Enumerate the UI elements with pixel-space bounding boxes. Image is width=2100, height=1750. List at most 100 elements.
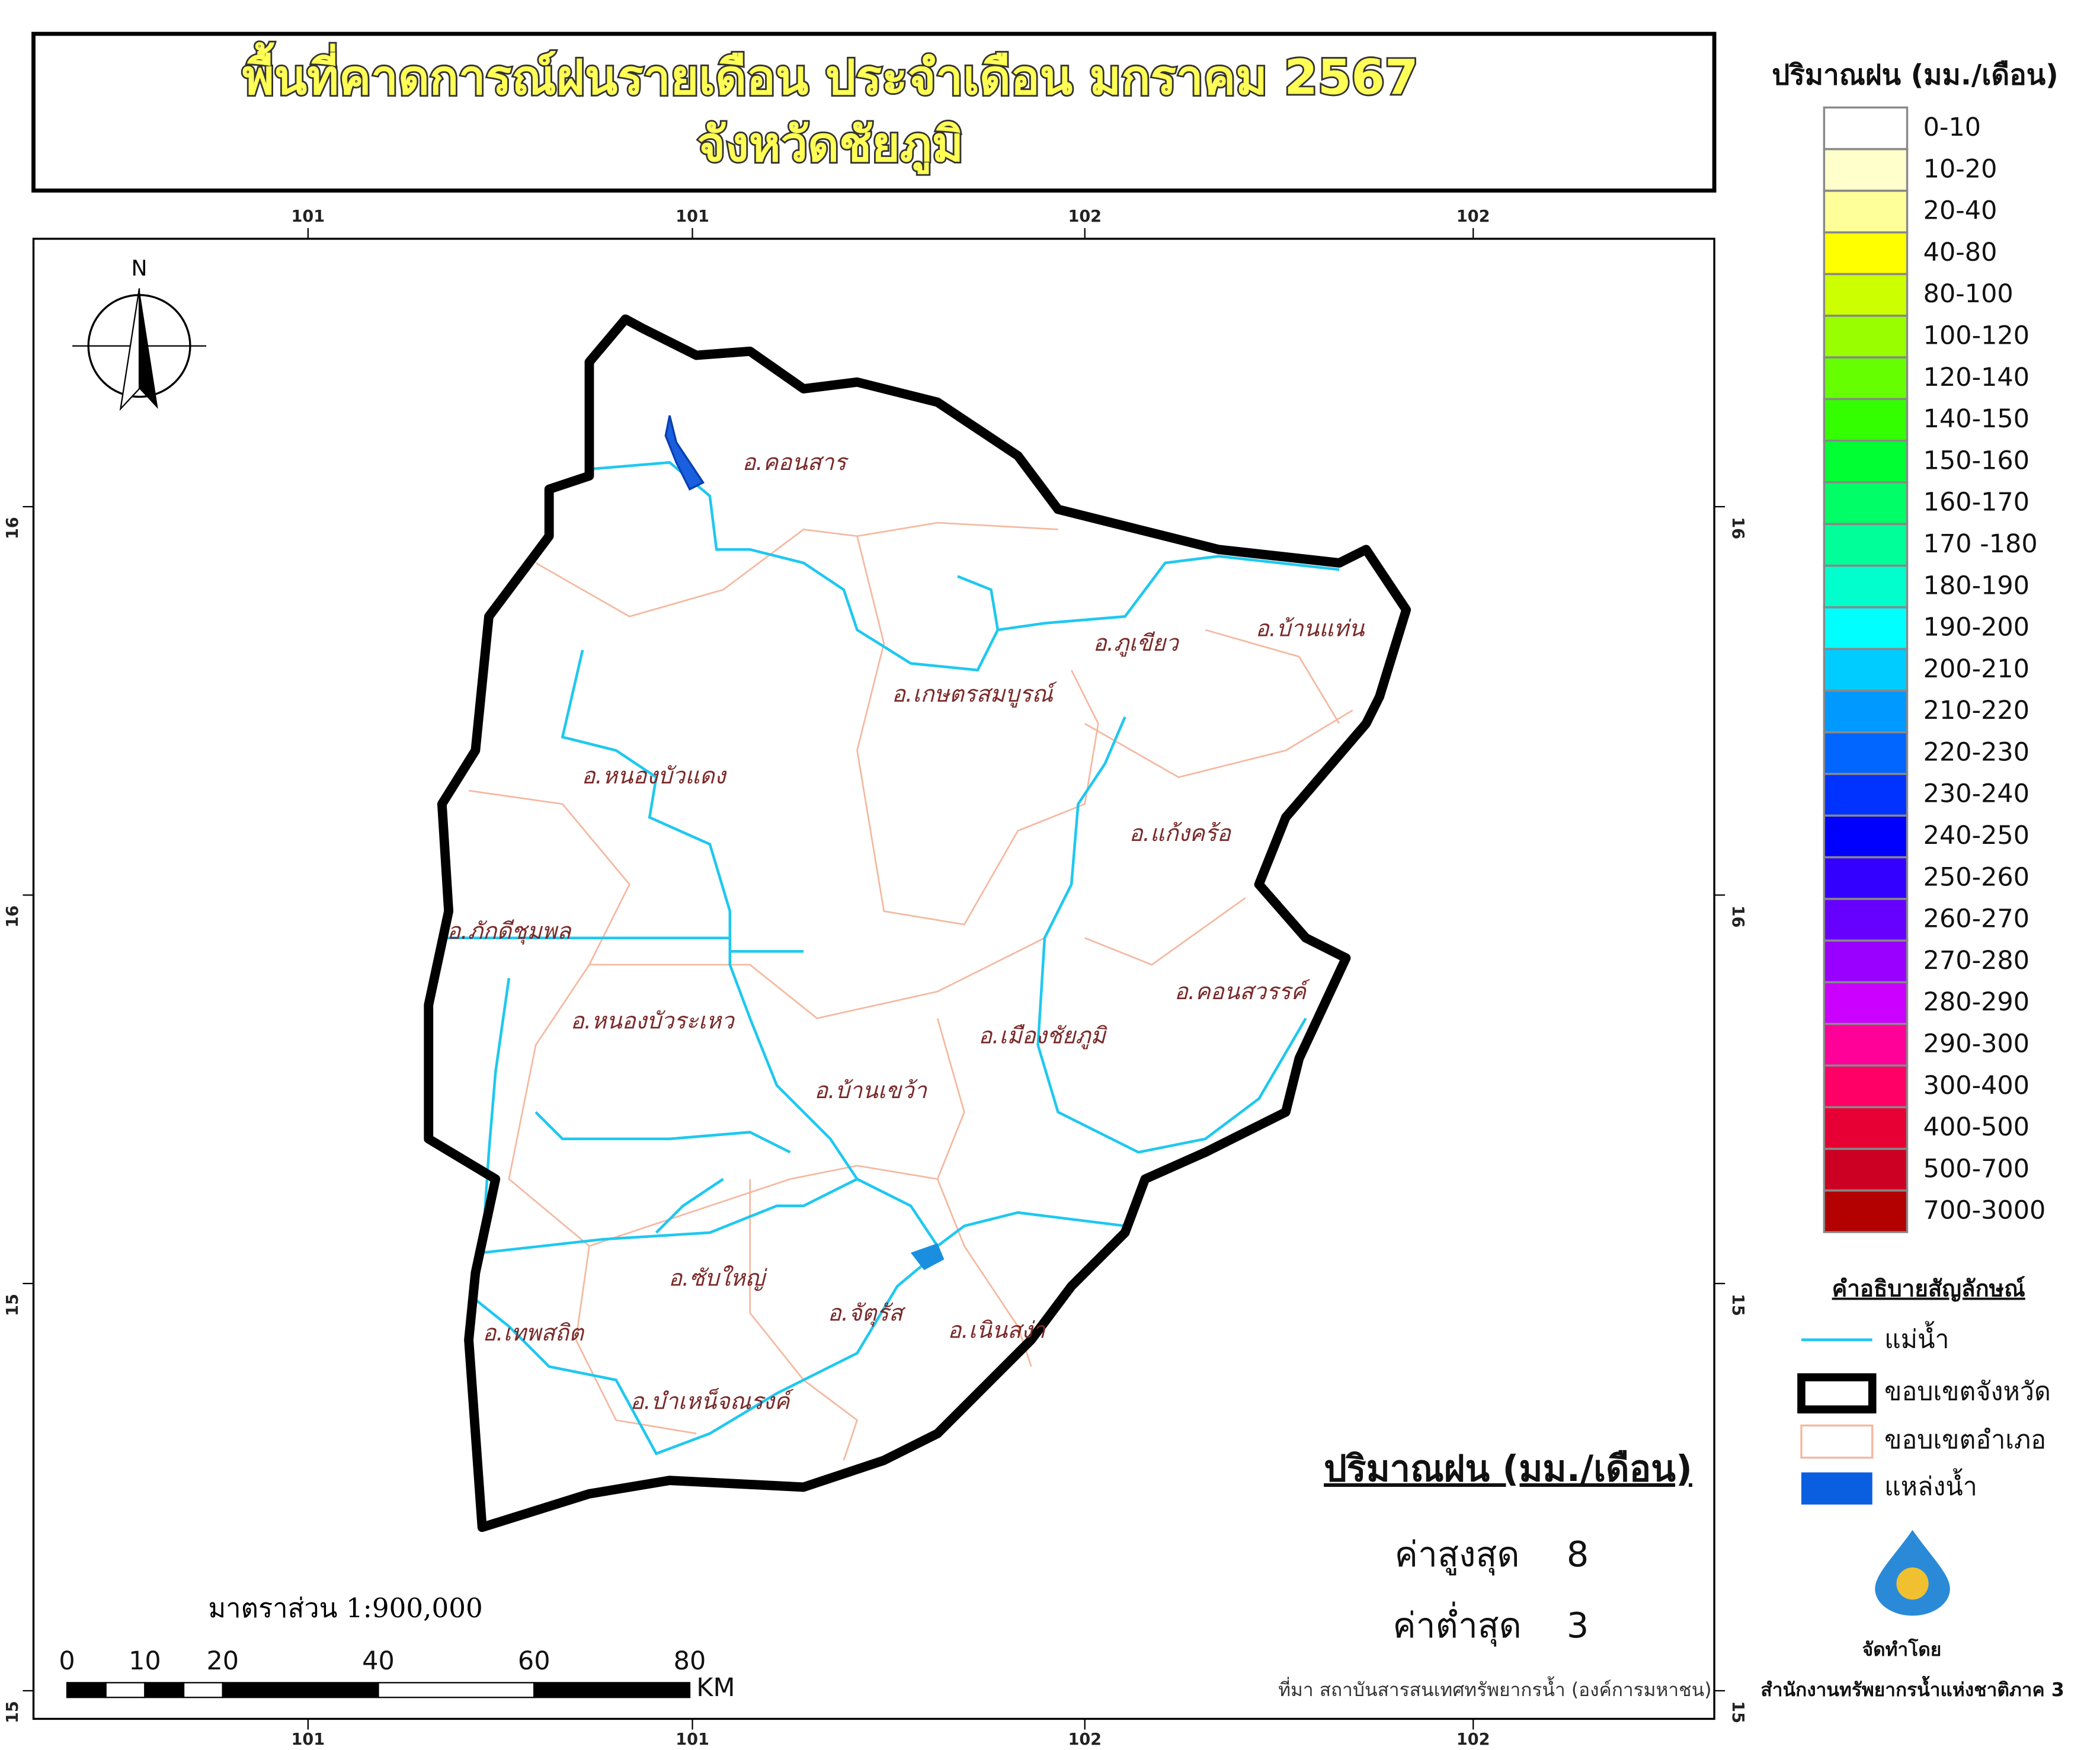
legend-swatch bbox=[1823, 731, 1909, 775]
district-label: อ.ภูเขียว bbox=[1093, 630, 1180, 657]
symbol-label: แหล่งน้ำ bbox=[1884, 1468, 1977, 1502]
legend-swatch bbox=[1823, 606, 1909, 650]
legend-label: 400-500 bbox=[1923, 1112, 2029, 1142]
legend-swatch bbox=[1823, 356, 1909, 400]
coord-label: 101 bbox=[676, 207, 709, 226]
coord-label: 102 bbox=[1456, 1730, 1490, 1749]
district-boundaries bbox=[468, 522, 1353, 1461]
district-label: อ.บ้านเขว้า bbox=[814, 1077, 927, 1104]
district-label: อ.หนองบัวระเหว bbox=[571, 1008, 735, 1035]
legend-label: 280-290 bbox=[1923, 987, 2029, 1017]
water-symbol bbox=[1801, 1472, 1872, 1505]
district-label: อ.บ้านแท่น bbox=[1256, 615, 1366, 642]
scale-segment bbox=[222, 1682, 379, 1698]
scale-label: มาตราส่วน 1:900,000 bbox=[209, 1592, 483, 1624]
legend-label: 120-140 bbox=[1923, 363, 2029, 392]
district-label: อ.เนินสง่า bbox=[947, 1317, 1046, 1344]
legend-label: 160-170 bbox=[1923, 488, 2029, 517]
producer-label: จัดทำโดย bbox=[1862, 1638, 1942, 1661]
district-label: อ.ภักดีชุมพล bbox=[447, 918, 571, 945]
scale-tick-label: 10 bbox=[129, 1646, 161, 1676]
legend-swatch bbox=[1823, 814, 1909, 859]
legend-label: 0-10 bbox=[1923, 113, 1981, 142]
symbol-label: แม่น้ำ bbox=[1884, 1321, 1949, 1355]
rivers bbox=[441, 461, 1340, 1455]
scale-segment bbox=[377, 1682, 535, 1698]
coord-label: 101 bbox=[292, 1730, 325, 1749]
legend-label: 150-160 bbox=[1923, 446, 2029, 475]
scale-segment bbox=[66, 1682, 107, 1698]
legend-swatch bbox=[1823, 648, 1909, 692]
legend-swatch bbox=[1823, 773, 1909, 817]
legend-swatch bbox=[1823, 1148, 1909, 1192]
legend-label: 260-270 bbox=[1923, 904, 2029, 934]
coord-label: 16 bbox=[1728, 517, 1747, 539]
district-label: อ.ซับใหญ่ bbox=[668, 1265, 768, 1292]
scale-segment bbox=[183, 1682, 223, 1698]
legend-label: 700-3000 bbox=[1923, 1196, 2046, 1226]
stat-label: ค่าต่ำสุด bbox=[1392, 1601, 1521, 1647]
legend-swatch bbox=[1823, 440, 1909, 484]
legend-label: 200-210 bbox=[1923, 654, 2029, 684]
reservoir bbox=[910, 1243, 945, 1271]
reservoir bbox=[664, 415, 705, 491]
map-frame bbox=[32, 238, 1715, 1720]
legend-swatch bbox=[1823, 106, 1909, 151]
legend-swatch bbox=[1823, 148, 1909, 192]
legend-title: ปริมาณฝน (มม./เดือน) bbox=[1772, 59, 2059, 91]
legend-swatch bbox=[1823, 273, 1909, 317]
legend-swatch bbox=[1823, 481, 1909, 525]
legend-swatch bbox=[1823, 856, 1909, 900]
province-symbol bbox=[1797, 1373, 1877, 1414]
scale-bar: 0 10 20 40 60 80 bbox=[59, 1646, 706, 1698]
legend-label: 190-200 bbox=[1923, 613, 2029, 642]
coord-label: 15 bbox=[4, 1294, 22, 1316]
scale-tick-label: 0 bbox=[59, 1646, 75, 1676]
title-line: จังหวัดชัยภูมิ bbox=[697, 117, 963, 175]
district-label: อ.หนองบัวแดง bbox=[581, 763, 726, 789]
coord-label: 102 bbox=[1068, 1730, 1102, 1749]
legend-swatch bbox=[1823, 398, 1909, 442]
coord-label: 15 bbox=[4, 1701, 22, 1723]
district-label: อ.แก้งคร้อ bbox=[1129, 820, 1232, 847]
legend-label: 300-400 bbox=[1923, 1071, 2029, 1100]
district-symbol bbox=[1800, 1424, 1874, 1459]
stats-title: ปริมาณฝน (มม./เดือน) bbox=[1324, 1448, 1692, 1490]
symbol-label: ขอบเขตอำเภอ bbox=[1884, 1425, 2046, 1455]
legend-swatch bbox=[1823, 523, 1909, 567]
legend-swatch bbox=[1823, 898, 1909, 942]
legend-label: 140-150 bbox=[1923, 404, 2029, 434]
coord-label: 16 bbox=[4, 906, 22, 928]
legend-swatch bbox=[1823, 689, 1909, 734]
scale-segment bbox=[144, 1682, 185, 1698]
legend-swatch bbox=[1823, 939, 1909, 984]
district-label: อ.จัตุรัส bbox=[828, 1300, 906, 1327]
legend-label: 40-80 bbox=[1923, 238, 1997, 267]
legend-swatch bbox=[1823, 231, 1909, 276]
scale-segment bbox=[533, 1682, 691, 1698]
title-box bbox=[31, 31, 1717, 193]
legend-swatch bbox=[1823, 564, 1909, 609]
legend-swatch bbox=[1823, 190, 1909, 233]
legend-label: 290-300 bbox=[1923, 1029, 2029, 1058]
legend-label: 210-220 bbox=[1923, 696, 2029, 725]
coord-label: 102 bbox=[1068, 207, 1102, 226]
legend-label: 80-100 bbox=[1923, 279, 2013, 309]
north-label: N bbox=[132, 255, 148, 281]
symbols-title: คำอธิบายสัญลักษณ์ bbox=[1832, 1276, 2025, 1303]
coord-label: 101 bbox=[292, 207, 325, 226]
legend-swatch bbox=[1823, 1189, 1909, 1233]
coord-label: 15 bbox=[1728, 1294, 1747, 1316]
scale-unit: KM bbox=[696, 1673, 735, 1703]
stat-value: 3 bbox=[1567, 1605, 1589, 1646]
producer-name: สำนักงานทรัพยากรน้ำแห่งชาติภาค 3 bbox=[1760, 1676, 2064, 1701]
legend-label: 240-250 bbox=[1923, 821, 2029, 850]
district-label: อ.เกษตรสมบูรณ์ bbox=[892, 681, 1058, 708]
scale-tick-label: 20 bbox=[206, 1646, 239, 1676]
source: ที่มา สถาบันสารสนเทศทรัพยากรน้ำ (องค์การ… bbox=[1278, 1676, 1711, 1701]
stat-label: ค่าสูงสุด bbox=[1395, 1534, 1520, 1576]
scale-segment bbox=[105, 1682, 146, 1698]
legend-label: 100-120 bbox=[1923, 321, 2029, 351]
